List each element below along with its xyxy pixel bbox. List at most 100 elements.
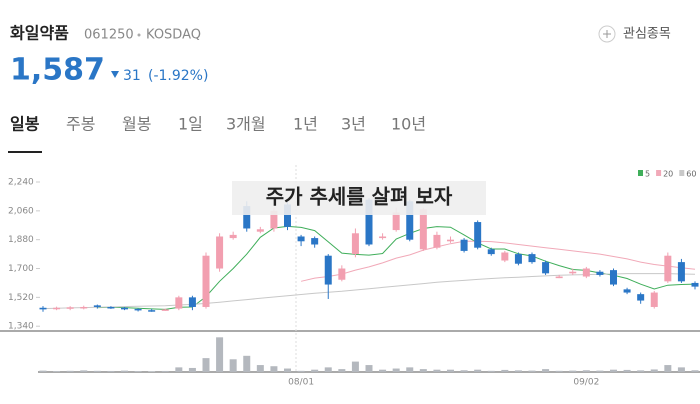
legend-swatch bbox=[638, 170, 643, 176]
volume-bar bbox=[66, 370, 74, 372]
candle-body bbox=[39, 307, 47, 310]
volume-bar bbox=[107, 370, 115, 372]
candle-body bbox=[80, 306, 88, 309]
volume-bar bbox=[175, 367, 183, 372]
candle-body bbox=[338, 268, 346, 280]
candle-body bbox=[351, 233, 359, 255]
watch-button[interactable]: 관심종목 bbox=[623, 27, 671, 42]
volume-bar bbox=[121, 370, 128, 372]
candle-body bbox=[406, 201, 414, 240]
candle-body bbox=[134, 308, 142, 311]
tab[interactable]: 일봉 bbox=[10, 115, 40, 134]
separator bbox=[137, 33, 141, 37]
y-tick-label: 1,880 bbox=[8, 235, 34, 245]
candle-body bbox=[528, 254, 536, 263]
volume-bar bbox=[93, 370, 101, 372]
volume-bar bbox=[338, 369, 346, 372]
volume-bar bbox=[677, 367, 685, 372]
volume-bar bbox=[406, 367, 414, 372]
volume-bar bbox=[433, 369, 441, 372]
candle-body bbox=[284, 204, 291, 227]
volume-bar bbox=[270, 366, 278, 372]
volume-bar bbox=[243, 355, 251, 372]
volume-bar bbox=[256, 365, 264, 372]
volume-bar bbox=[542, 369, 550, 372]
tab[interactable]: 1일 bbox=[178, 115, 203, 134]
tab[interactable]: 월봉 bbox=[122, 115, 151, 134]
watch-icon[interactable] bbox=[598, 25, 616, 43]
down-arrow bbox=[111, 71, 119, 78]
legend-label: 5 bbox=[645, 170, 650, 179]
volume-bar bbox=[487, 370, 495, 372]
volume-bar bbox=[555, 370, 563, 372]
candle-body bbox=[297, 236, 305, 242]
volume-bar bbox=[528, 370, 536, 372]
volume-bar bbox=[392, 368, 400, 372]
volume-bar bbox=[637, 370, 645, 372]
y-tick-label: 1,520 bbox=[8, 293, 34, 303]
candle-body bbox=[216, 236, 224, 269]
volume-bar bbox=[664, 365, 672, 372]
candle-body bbox=[555, 276, 563, 279]
candle-body bbox=[650, 292, 658, 307]
ma-line bbox=[97, 225, 696, 310]
candle-body bbox=[610, 270, 617, 285]
candle-body bbox=[460, 239, 468, 251]
stock-code: 061250 bbox=[84, 28, 134, 43]
tab[interactable]: 3개월 bbox=[226, 115, 266, 134]
overlay-text: 주가 추세를 살펴 보자 bbox=[266, 185, 453, 209]
volume-bar bbox=[324, 367, 332, 372]
candle-body bbox=[53, 307, 61, 310]
stock-name: 화일약품 bbox=[10, 24, 69, 43]
volume-bar bbox=[216, 337, 224, 372]
y-tick-label: 2,060 bbox=[8, 206, 34, 216]
candle-body bbox=[677, 262, 685, 282]
tab[interactable]: 1년 bbox=[293, 115, 318, 134]
candle-body bbox=[582, 268, 590, 277]
volume-bar bbox=[623, 369, 631, 372]
legend-swatch bbox=[656, 170, 662, 176]
candle-body bbox=[148, 310, 156, 312]
volume-bar bbox=[134, 371, 142, 372]
candle-body bbox=[229, 234, 237, 239]
plus bbox=[603, 30, 611, 38]
candle-body bbox=[121, 307, 128, 310]
candle-body bbox=[243, 206, 251, 229]
volume-bar bbox=[297, 370, 305, 372]
volume-bar bbox=[501, 369, 509, 372]
candle-body bbox=[107, 306, 115, 309]
tab[interactable]: 10년 bbox=[391, 115, 426, 134]
volume-bar bbox=[582, 370, 590, 372]
volume-bar bbox=[610, 369, 617, 372]
legend-label: 20 bbox=[663, 170, 673, 179]
tab[interactable]: 주봉 bbox=[66, 115, 95, 134]
volume-bar bbox=[351, 361, 359, 372]
candle-body bbox=[419, 209, 427, 250]
tab[interactable]: 3년 bbox=[341, 115, 366, 134]
volume-bar bbox=[39, 370, 47, 372]
legend-swatch bbox=[679, 170, 685, 176]
volume-bar bbox=[202, 358, 210, 372]
volume-bar bbox=[229, 359, 237, 372]
volume-bar bbox=[80, 370, 88, 372]
volume-bar bbox=[188, 367, 196, 372]
change-pct: (-1.92%) bbox=[148, 68, 208, 84]
y-tick-label: 1,700 bbox=[8, 264, 34, 274]
x-tick-label: 08/01 bbox=[288, 378, 314, 388]
ma-line bbox=[42, 273, 696, 310]
candle-body bbox=[379, 236, 387, 239]
candle-body bbox=[487, 249, 495, 255]
candle-body bbox=[311, 238, 319, 245]
candle-body bbox=[501, 252, 509, 261]
ma-line bbox=[300, 240, 696, 282]
candle-body bbox=[542, 262, 550, 274]
candle-body bbox=[270, 210, 278, 229]
market: KOSDAQ bbox=[146, 28, 201, 43]
candle-body bbox=[392, 212, 400, 231]
candle-body bbox=[365, 199, 373, 245]
y-tick-label: 1,340 bbox=[8, 322, 34, 332]
volume-bar bbox=[53, 371, 61, 372]
volume-bar bbox=[569, 370, 577, 372]
